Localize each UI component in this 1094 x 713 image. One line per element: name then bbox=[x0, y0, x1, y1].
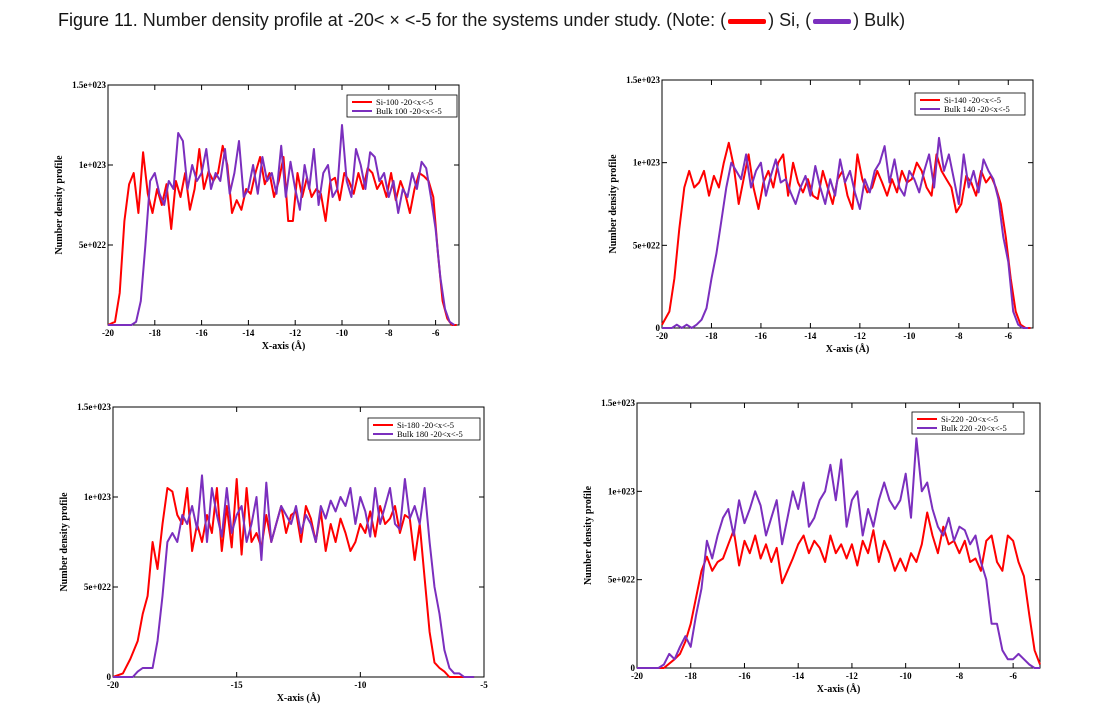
x-tick-label: -5 bbox=[480, 680, 488, 690]
series-line-bulk bbox=[637, 437, 1040, 669]
x-axis-label: X-axis (Å) bbox=[817, 683, 861, 695]
chart-si100: -20 -18 -16 -14 -12 -10 -8 -6 5e+022 1e+023 1.5e+0… bbox=[54, 80, 460, 352]
x-tick-label: -8 bbox=[955, 331, 963, 341]
x-axis-label: X-axis (Å) bbox=[262, 340, 306, 352]
x-tick-label: -15 bbox=[231, 680, 243, 690]
x-tick-label: -8 bbox=[385, 328, 393, 338]
x-tick-label: -18 bbox=[685, 671, 697, 681]
x-tick-label: -20 bbox=[656, 331, 668, 341]
y-tick-label: 0 bbox=[656, 323, 661, 333]
series-line-si bbox=[661, 141, 1031, 329]
series-line-bulk bbox=[113, 474, 475, 678]
figure-caption: Figure 11. Number density profile at -20… bbox=[58, 10, 905, 31]
figure-caption-label: Figure 11 bbox=[58, 10, 133, 30]
plot-frame bbox=[107, 84, 460, 326]
x-tick-label: -10 bbox=[903, 331, 915, 341]
y-axis-label: Number density profile bbox=[608, 154, 619, 254]
y-tick-label: 1e+023 bbox=[608, 486, 636, 496]
legend-box bbox=[367, 417, 481, 441]
plot-frame bbox=[112, 406, 485, 678]
y-tick-label: 1.5e+023 bbox=[601, 398, 635, 408]
legend-box bbox=[914, 92, 1026, 116]
chart-si220: -20 -18 -16 -14 -12 -10 -8 -6 0 5e+022 1e+023 1.5e+… bbox=[583, 398, 1041, 695]
plot-frame bbox=[636, 402, 1041, 669]
legend-box bbox=[346, 94, 458, 118]
y-tick-label: 1.5e+023 bbox=[77, 402, 111, 412]
x-tick-label: -16 bbox=[738, 671, 750, 681]
legend-label-si: Si-140 -20<x<-5 bbox=[944, 95, 1001, 105]
x-tick-label: -20 bbox=[102, 328, 114, 338]
y-tick-label: 0 bbox=[107, 672, 112, 682]
x-axis-label: X-axis (Å) bbox=[277, 692, 321, 704]
figure-caption-si: ) Si, ( bbox=[768, 10, 812, 30]
series-line-bulk bbox=[108, 124, 455, 326]
plot-frame bbox=[661, 79, 1034, 329]
y-tick-label: 1e+023 bbox=[84, 492, 112, 502]
x-tick-label: -10 bbox=[900, 671, 912, 681]
series-line-si bbox=[112, 478, 475, 678]
x-axis-label: X-axis (Å) bbox=[826, 343, 870, 355]
legend-box bbox=[911, 411, 1025, 435]
legend-label-bulk: Bulk 140 -20<x<-5 bbox=[944, 104, 1010, 114]
x-tick-label: -14 bbox=[804, 331, 816, 341]
x-tick-label: -18 bbox=[149, 328, 161, 338]
legend-label-bulk: Bulk 100 -20<x<-5 bbox=[376, 106, 442, 116]
x-tick-label: -6 bbox=[432, 328, 440, 338]
legend-label-bulk: Bulk 220 -20<x<-5 bbox=[941, 423, 1007, 433]
y-tick-label: 5e+022 bbox=[79, 240, 107, 250]
series-line-si bbox=[637, 511, 1041, 669]
series-line-bulk bbox=[662, 136, 1029, 329]
y-axis-label: Number density profile bbox=[59, 492, 70, 592]
y-axis-label: Number density profile bbox=[54, 155, 65, 255]
x-tick-label: -10 bbox=[354, 680, 366, 690]
y-tick-label: 1e+023 bbox=[79, 160, 107, 170]
y-tick-label: 1e+023 bbox=[633, 158, 661, 168]
legend-label-bulk: Bulk 180 -20<x<-5 bbox=[397, 429, 463, 439]
legend-label-si: Si-180 -20<x<-5 bbox=[397, 420, 454, 430]
x-tick-label: -20 bbox=[107, 680, 119, 690]
legend-label-si: Si-220 -20<x<-5 bbox=[941, 414, 998, 424]
si-color-swatch bbox=[728, 18, 767, 24]
x-tick-label: -14 bbox=[792, 671, 804, 681]
y-tick-label: 0 bbox=[631, 663, 636, 673]
x-tick-label: -16 bbox=[196, 328, 208, 338]
x-tick-label: -6 bbox=[1009, 671, 1017, 681]
x-tick-label: -10 bbox=[336, 328, 348, 338]
x-tick-label: -20 bbox=[631, 671, 643, 681]
y-tick-label: 5e+022 bbox=[633, 240, 661, 250]
x-tick-label: -14 bbox=[242, 328, 254, 338]
x-tick-label: -12 bbox=[846, 671, 858, 681]
y-tick-label: 1.5e+023 bbox=[626, 75, 660, 85]
chart-si140: -20 -18 -16 -14 -12 -10 -8 -6 0 5e+022 1e+023 1.5e+… bbox=[608, 75, 1034, 355]
series-line-si bbox=[107, 144, 457, 326]
figure-caption-bulk: ) Bulk) bbox=[853, 10, 906, 30]
chart-si180: -20 -15 -10 -5 0 5e+022 1e+023 1.5e+023 X-axis (… bbox=[59, 402, 488, 704]
y-axis-label: Number density profile bbox=[583, 485, 594, 585]
x-tick-label: -12 bbox=[854, 331, 866, 341]
figure-caption-text: . Number density profile at -20< × <-5 f… bbox=[132, 10, 727, 30]
legend-label-si: Si-100 -20<x<-5 bbox=[376, 97, 433, 107]
bulk-color-swatch bbox=[813, 18, 852, 24]
x-tick-label: -18 bbox=[705, 331, 717, 341]
y-tick-label: 5e+022 bbox=[608, 575, 636, 585]
y-tick-label: 5e+022 bbox=[84, 582, 112, 592]
x-tick-label: -16 bbox=[755, 331, 767, 341]
y-tick-label: 1.5e+023 bbox=[72, 80, 106, 90]
x-tick-label: -6 bbox=[1005, 331, 1013, 341]
x-tick-label: -12 bbox=[289, 328, 301, 338]
x-tick-label: -8 bbox=[956, 671, 964, 681]
